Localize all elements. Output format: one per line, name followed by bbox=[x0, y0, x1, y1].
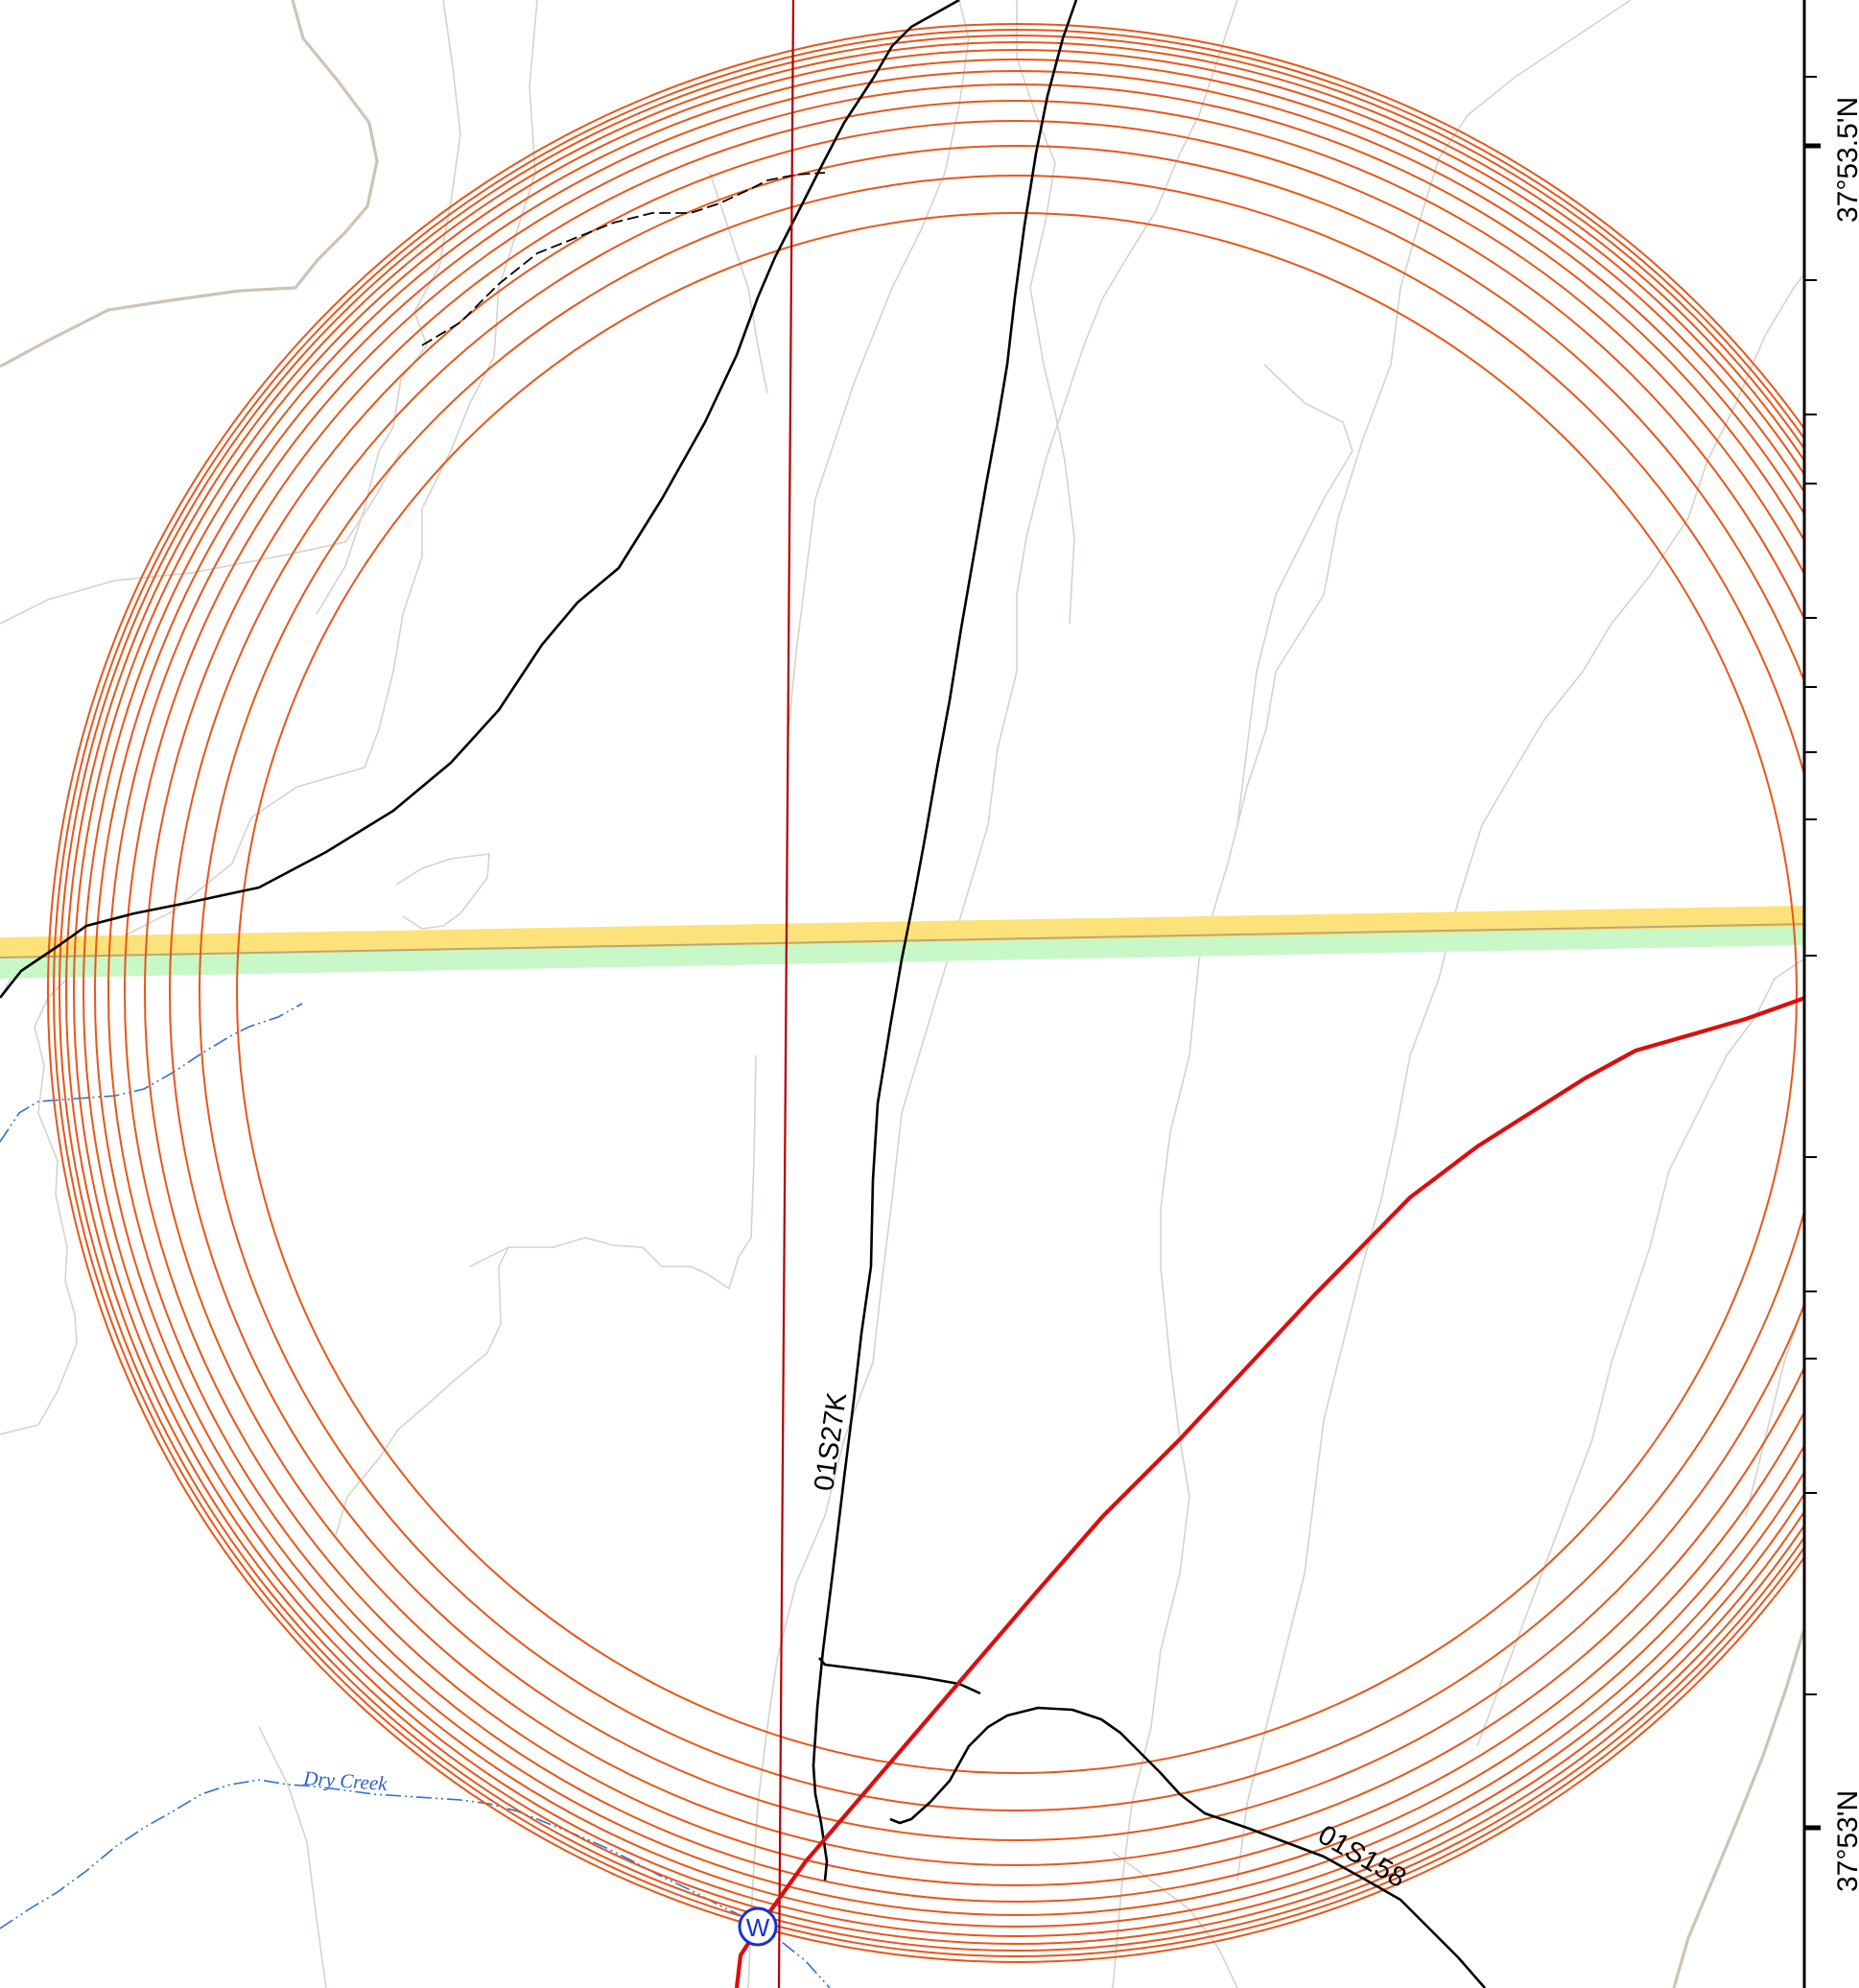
contour-i bbox=[1016, 0, 1075, 625]
contour-q bbox=[258, 1726, 327, 1988]
range-ring-10 bbox=[144, 120, 1859, 1866]
water-feature: W bbox=[738, 1906, 778, 1947]
contour-d bbox=[395, 853, 490, 930]
contour-f bbox=[469, 1054, 757, 1290]
contour-b bbox=[0, 450, 402, 625]
range-ring-6 bbox=[82, 59, 1859, 1928]
road-northwest bbox=[0, 0, 960, 999]
range-ring-4 bbox=[65, 41, 1859, 1945]
road-01s27k bbox=[812, 0, 1078, 1882]
contour-l bbox=[1236, 364, 1353, 826]
range-ring-3 bbox=[59, 35, 1859, 1952]
contour-g bbox=[335, 1246, 509, 1536]
contour-n bbox=[1476, 920, 1859, 1747]
stream-label-dry-creek: Dry Creek bbox=[302, 1766, 388, 1795]
water-symbol-letter: W bbox=[746, 1913, 770, 1942]
margin-mask bbox=[1804, 0, 1859, 1988]
range-rings bbox=[47, 23, 1859, 1963]
road-connector bbox=[818, 1657, 981, 1695]
boundary-line-red bbox=[734, 977, 1859, 1988]
latitude-label-37-53: 37°53'N bbox=[1832, 1790, 1859, 1892]
latitude-label-37-53-5: 37°53.5'N bbox=[1832, 97, 1859, 223]
contour-e bbox=[0, 978, 78, 1435]
circled-w-icon bbox=[738, 1906, 778, 1947]
roads bbox=[0, 0, 1486, 1988]
band-divider bbox=[0, 922, 1859, 958]
range-ring-5 bbox=[73, 49, 1859, 1937]
range-ring-8 bbox=[107, 83, 1859, 1903]
yellow-band bbox=[0, 905, 1859, 958]
range-ring-13 bbox=[236, 212, 1798, 1774]
highlight-bands bbox=[0, 905, 1859, 979]
index-contour-southeast bbox=[1672, 1630, 1805, 1988]
range-ring-7 bbox=[94, 70, 1859, 1916]
stream-line bbox=[0, 1779, 831, 1988]
contour-p bbox=[788, 0, 970, 730]
contour-h bbox=[709, 172, 768, 394]
trail-dashed bbox=[421, 172, 826, 346]
range-ring-12 bbox=[199, 175, 1835, 1811]
green-band bbox=[0, 923, 1859, 979]
contour-c bbox=[0, 0, 538, 999]
map-frame-right: 37°53.5'N 37°53'N bbox=[1802, 0, 1859, 1988]
road-01s158 bbox=[889, 1706, 1486, 1988]
contour-r bbox=[1112, 1851, 1238, 1988]
range-ring-9 bbox=[124, 100, 1859, 1886]
range-ring-2 bbox=[53, 29, 1859, 1957]
road-label-01s27k: 01S27K bbox=[809, 1390, 853, 1493]
meridian-line bbox=[777, 0, 795, 1988]
stream-tributary bbox=[0, 1003, 303, 1143]
contour-j bbox=[747, 0, 1238, 1988]
range-ring-1 bbox=[47, 23, 1859, 1963]
contour-a bbox=[316, 0, 461, 615]
contour-m bbox=[1236, 201, 1859, 1882]
stream-dry-creek: Dry Creek bbox=[0, 1003, 831, 1988]
range-ring-11 bbox=[169, 145, 1859, 1841]
index-contour-northwest bbox=[0, 0, 379, 368]
